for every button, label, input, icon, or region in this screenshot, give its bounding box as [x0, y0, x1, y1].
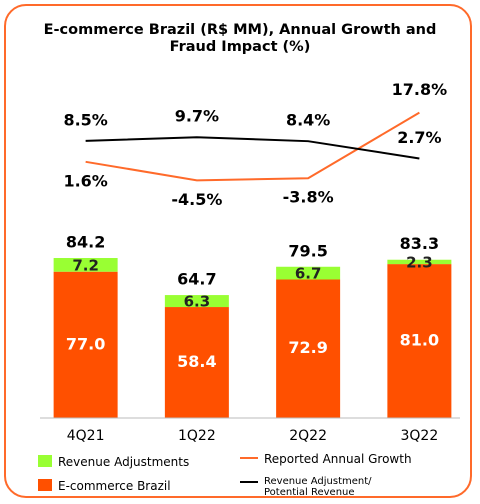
legend-swatch	[38, 479, 52, 491]
bar-segment	[276, 279, 341, 418]
legend-label: Revenue Adjustment/ Potential Revenue	[264, 476, 372, 498]
bar-segment	[276, 266, 341, 280]
total-label: 83.3	[400, 234, 439, 253]
line-label: 9.7%	[175, 107, 219, 126]
legend-entry: Revenue Adjustments	[38, 455, 189, 469]
data-label: 6.7	[295, 265, 322, 283]
data-label: 81.0	[400, 331, 439, 350]
bar-segment	[387, 259, 452, 265]
legend-entry: E-commerce Brazil	[38, 479, 171, 493]
legend-swatch	[38, 455, 52, 467]
line	[85, 136, 420, 160]
data-label: 2.3	[406, 253, 433, 271]
legend-label: E-commerce Brazil	[58, 479, 171, 493]
bar-segment	[53, 271, 118, 418]
legend-label: Reported Annual Growth	[264, 452, 412, 466]
total-label: 79.5	[288, 241, 327, 260]
line-label: 2.7%	[397, 128, 441, 147]
line-label: -4.5%	[171, 190, 222, 209]
line-label: -3.8%	[283, 188, 334, 207]
total-label: 64.7	[177, 270, 216, 289]
legend-label: Revenue Adjustments	[58, 455, 190, 469]
x-tick-label: 4Q21	[67, 428, 105, 444]
legend-entry: Reported Annual Growth	[240, 452, 412, 466]
legend-swatch	[240, 457, 258, 459]
legend-entry: Revenue Adjustment/ Potential Revenue	[240, 476, 390, 498]
frame	[4, 4, 472, 498]
x-tick-label: 2Q22	[289, 428, 327, 444]
chart-title: E-commerce Brazil (R$ MM), Annual Growth…	[43, 22, 437, 55]
line-label: 17.8%	[392, 80, 448, 99]
x-tick-label: 1Q22	[178, 428, 216, 444]
data-label: 77.0	[66, 334, 105, 353]
total-label: 84.2	[66, 233, 105, 252]
data-label: 6.3	[184, 293, 211, 311]
line-label: 1.6%	[63, 171, 107, 190]
x-tick-label: 3Q22	[401, 428, 439, 444]
line	[85, 111, 420, 182]
line-label: 8.5%	[63, 110, 107, 129]
bar-segment	[164, 295, 229, 308]
bar-segment	[164, 307, 229, 418]
data-label: 7.2	[72, 256, 99, 274]
bar-segment	[53, 258, 118, 272]
line-label: 8.4%	[286, 111, 330, 130]
bar-segment	[387, 264, 452, 418]
data-label: 72.9	[288, 338, 327, 357]
data-label: 58.4	[177, 352, 216, 371]
legend-swatch	[240, 481, 258, 483]
